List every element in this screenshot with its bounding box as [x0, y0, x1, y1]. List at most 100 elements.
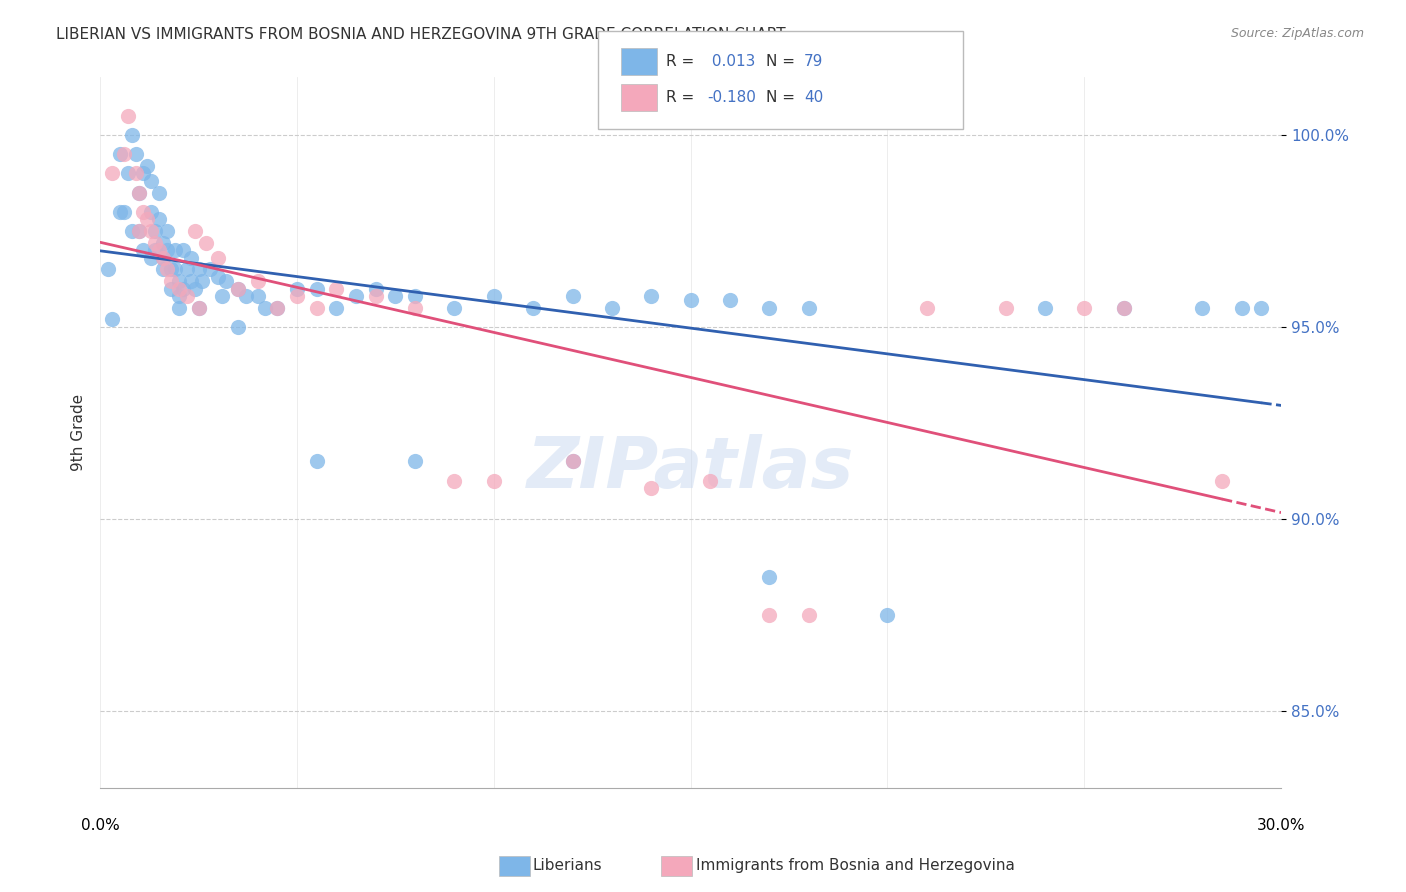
- Point: [640, 289, 662, 303]
- Point: [246, 289, 269, 303]
- Point: [600, 301, 623, 315]
- Point: [404, 289, 426, 303]
- Point: [128, 186, 150, 200]
- Point: [758, 569, 780, 583]
- Point: [1191, 301, 1213, 315]
- Point: [167, 301, 190, 315]
- Point: [482, 289, 505, 303]
- Point: [132, 204, 155, 219]
- Point: [128, 224, 150, 238]
- Point: [152, 262, 174, 277]
- Point: [404, 454, 426, 468]
- Point: [522, 301, 544, 315]
- Point: [797, 301, 820, 315]
- Point: [101, 312, 124, 326]
- Point: [1033, 301, 1056, 315]
- Point: [121, 224, 143, 238]
- Point: [994, 301, 1017, 315]
- Point: [117, 109, 139, 123]
- Point: [285, 289, 308, 303]
- Point: [163, 262, 186, 277]
- Point: [1250, 301, 1272, 315]
- Point: [128, 224, 150, 238]
- Point: [108, 204, 131, 219]
- Point: [97, 262, 120, 277]
- Point: [180, 251, 202, 265]
- Point: [141, 204, 163, 219]
- Point: [561, 454, 583, 468]
- Point: [679, 293, 702, 307]
- Point: [482, 474, 505, 488]
- Point: [121, 128, 143, 142]
- Point: [1211, 474, 1233, 488]
- Point: [1112, 301, 1135, 315]
- Point: [915, 301, 938, 315]
- Point: [344, 289, 367, 303]
- Point: [156, 262, 179, 277]
- Text: R =: R =: [666, 90, 700, 104]
- Point: [404, 301, 426, 315]
- Point: [163, 243, 186, 257]
- Point: [148, 243, 170, 257]
- Point: [148, 186, 170, 200]
- Point: [128, 186, 150, 200]
- Point: [136, 159, 159, 173]
- Point: [195, 235, 218, 250]
- Point: [143, 235, 166, 250]
- Point: [112, 204, 135, 219]
- Point: [187, 301, 209, 315]
- Point: [156, 224, 179, 238]
- Point: [797, 607, 820, 622]
- Point: [266, 301, 288, 315]
- Point: [758, 607, 780, 622]
- Point: [101, 166, 124, 180]
- Point: [132, 243, 155, 257]
- Point: [172, 243, 194, 257]
- Point: [226, 282, 249, 296]
- Point: [325, 282, 347, 296]
- Point: [443, 301, 465, 315]
- Text: 30.0%: 30.0%: [1257, 819, 1305, 833]
- Point: [325, 301, 347, 315]
- Point: [876, 607, 898, 622]
- Text: R =: R =: [666, 54, 700, 69]
- Point: [148, 212, 170, 227]
- Point: [561, 454, 583, 468]
- Point: [235, 289, 257, 303]
- Text: 40: 40: [804, 90, 824, 104]
- Text: N =: N =: [766, 90, 800, 104]
- Point: [305, 282, 328, 296]
- Point: [176, 289, 198, 303]
- Point: [640, 481, 662, 495]
- Text: Liberians: Liberians: [533, 858, 603, 872]
- Point: [124, 147, 146, 161]
- Text: Immigrants from Bosnia and Herzegovina: Immigrants from Bosnia and Herzegovina: [696, 858, 1015, 872]
- Point: [226, 282, 249, 296]
- Point: [699, 474, 721, 488]
- Point: [266, 301, 288, 315]
- Point: [384, 289, 406, 303]
- Point: [152, 251, 174, 265]
- Point: [718, 293, 741, 307]
- Point: [156, 243, 179, 257]
- Point: [167, 274, 190, 288]
- Point: [1112, 301, 1135, 315]
- Point: [1073, 301, 1095, 315]
- Point: [246, 274, 269, 288]
- Point: [132, 166, 155, 180]
- Y-axis label: 9th Grade: 9th Grade: [72, 394, 86, 471]
- Point: [305, 301, 328, 315]
- Point: [561, 289, 583, 303]
- Point: [200, 262, 222, 277]
- Point: [191, 274, 214, 288]
- Point: [141, 251, 163, 265]
- Point: [180, 274, 202, 288]
- Point: [226, 320, 249, 334]
- Point: [117, 166, 139, 180]
- Point: [112, 147, 135, 161]
- Point: [364, 289, 387, 303]
- Point: [758, 301, 780, 315]
- Point: [172, 282, 194, 296]
- Point: [152, 251, 174, 265]
- Point: [187, 262, 209, 277]
